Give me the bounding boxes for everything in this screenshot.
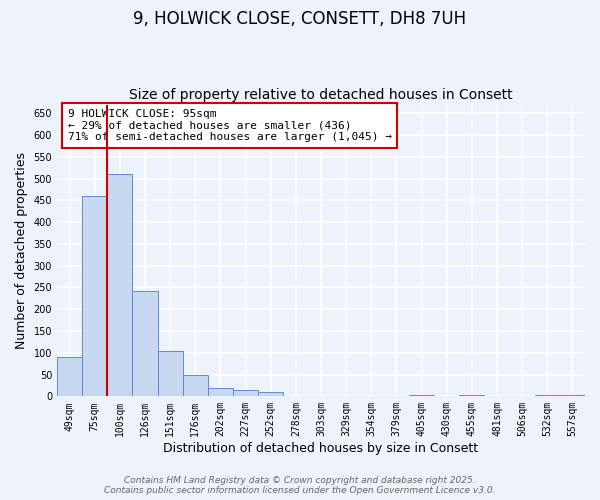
Y-axis label: Number of detached properties: Number of detached properties: [15, 152, 28, 349]
Bar: [82, 196, 107, 396]
Bar: [133, 291, 158, 397]
Text: 9, HOLWICK CLOSE, CONSETT, DH8 7UH: 9, HOLWICK CLOSE, CONSETT, DH8 7UH: [133, 10, 467, 28]
Bar: [183, 376, 208, 396]
Text: Contains HM Land Registry data © Crown copyright and database right 2025.
Contai: Contains HM Land Registry data © Crown c…: [104, 476, 496, 495]
Bar: [208, 388, 233, 396]
Bar: [57, 357, 82, 397]
Title: Size of property relative to detached houses in Consett: Size of property relative to detached ho…: [129, 88, 513, 102]
Bar: [107, 174, 133, 396]
Text: 9 HOLWICK CLOSE: 95sqm
← 29% of detached houses are smaller (436)
71% of semi-de: 9 HOLWICK CLOSE: 95sqm ← 29% of detached…: [68, 109, 392, 142]
X-axis label: Distribution of detached houses by size in Consett: Distribution of detached houses by size …: [163, 442, 479, 455]
Bar: [258, 392, 283, 396]
Bar: [233, 390, 258, 396]
Bar: [158, 350, 183, 397]
